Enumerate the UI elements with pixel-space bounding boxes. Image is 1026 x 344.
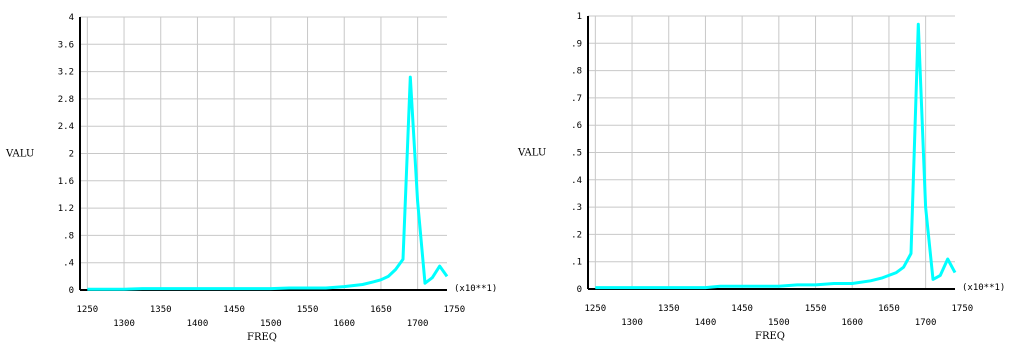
y-tick-label: .5 bbox=[571, 149, 582, 159]
y-tick-label: 1 bbox=[577, 12, 582, 22]
y-tick-label: 1.6 bbox=[58, 177, 74, 187]
series-line-1 bbox=[595, 22, 957, 290]
y-tick-label: 2.4 bbox=[58, 122, 74, 132]
x-tick-label: 1300 bbox=[621, 318, 643, 328]
x-axis-label: FREQ bbox=[247, 332, 277, 343]
x-tick-label: 1650 bbox=[878, 304, 900, 314]
y-tick-label: .4 bbox=[571, 176, 582, 186]
y-axis-label: VALU bbox=[5, 149, 34, 160]
x-tick-label: 1600 bbox=[841, 318, 863, 328]
y-tick-label: 2 bbox=[69, 150, 74, 160]
x-tick-label: 1700 bbox=[407, 319, 429, 329]
y-tick-label: .9 bbox=[571, 39, 582, 49]
y-tick-label: 0 bbox=[69, 286, 74, 296]
x-tick-label: 1400 bbox=[695, 318, 717, 328]
y-tick-label: .8 bbox=[63, 231, 74, 241]
y-axis-label: VALU bbox=[517, 148, 546, 159]
x-tick-label: 1500 bbox=[768, 318, 790, 328]
x-tick-label: 1500 bbox=[260, 319, 282, 329]
x-tick-label: 1600 bbox=[333, 319, 355, 329]
y-tick-label: .7 bbox=[571, 94, 582, 104]
x-tick-label: 1300 bbox=[113, 319, 135, 329]
x-tick-label: 1750 bbox=[443, 305, 465, 315]
y-tick-label: 3.2 bbox=[58, 68, 74, 78]
x-tick-label: 1700 bbox=[915, 318, 937, 328]
x-tick-label: 1750 bbox=[951, 304, 973, 314]
x-tick-label: 1400 bbox=[187, 319, 209, 329]
y-tick-label: .3 bbox=[571, 203, 582, 213]
y-tick-label: .8 bbox=[571, 67, 582, 77]
x-tick-label: 1250 bbox=[76, 305, 98, 315]
x-tick-label: 1650 bbox=[370, 305, 392, 315]
y-tick-label: 2.8 bbox=[58, 95, 74, 105]
series-line-1 bbox=[87, 75, 449, 291]
y-tick-label: .2 bbox=[571, 230, 582, 240]
x-multiplier-label: (x10**1) bbox=[454, 284, 497, 294]
x-tick-label: 1350 bbox=[150, 305, 172, 315]
x-tick-label: 1450 bbox=[731, 304, 753, 314]
y-tick-label: 0 bbox=[577, 285, 582, 295]
y-tick-label: 3.6 bbox=[58, 40, 74, 50]
y-tick-label: 4 bbox=[69, 13, 74, 23]
x-tick-label: 1250 bbox=[584, 304, 606, 314]
x-tick-label: 1350 bbox=[658, 304, 680, 314]
x-multiplier-label: (x10**1) bbox=[962, 283, 1005, 293]
x-tick-label: 1550 bbox=[805, 304, 827, 314]
x-tick-label: 1450 bbox=[223, 305, 245, 315]
y-tick-label: .6 bbox=[571, 121, 582, 131]
y-tick-label: .4 bbox=[63, 259, 74, 269]
y-tick-label: .1 bbox=[571, 258, 582, 268]
x-axis-label: FREQ bbox=[755, 331, 785, 342]
chart-2: 0 .1 .2 .3 .4 .5 .6 .7 .8 .9 1 1250 1300 1350 1400 1450… bbox=[517, 12, 1005, 342]
y-tick-label: 1.2 bbox=[58, 204, 74, 214]
chart-1: 0 .4 .8 1.2 1.6 2 2.4 2.8 3.2 3.6 4 1250 1300 1350 140… bbox=[5, 13, 497, 343]
x-tick-label: 1550 bbox=[297, 305, 319, 315]
